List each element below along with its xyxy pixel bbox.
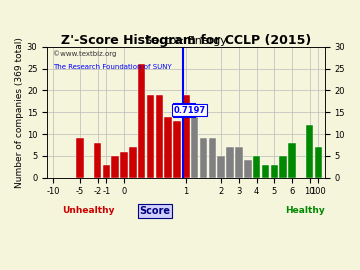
Bar [306, 125, 314, 178]
Bar [120, 151, 128, 178]
Bar [235, 147, 243, 178]
Text: Unhealthy: Unhealthy [62, 207, 115, 215]
Bar [217, 156, 225, 178]
Bar [138, 64, 145, 178]
Bar [112, 156, 119, 178]
Bar [165, 117, 172, 178]
Bar [129, 147, 136, 178]
Bar [103, 165, 110, 178]
Bar [270, 165, 278, 178]
Bar [147, 95, 154, 178]
Bar [173, 121, 181, 178]
Title: Z'-Score Histogram for CCLP (2015): Z'-Score Histogram for CCLP (2015) [61, 34, 311, 47]
Bar [262, 165, 269, 178]
Bar [226, 147, 234, 178]
Text: Sector: Energy: Sector: Energy [145, 36, 227, 46]
Bar [315, 147, 322, 178]
Bar [94, 143, 101, 178]
Text: Healthy: Healthy [285, 207, 325, 215]
Bar [244, 160, 252, 178]
Bar [182, 95, 190, 178]
Text: The Research Foundation of SUNY: The Research Foundation of SUNY [53, 64, 171, 70]
Text: ©www.textbiz.org: ©www.textbiz.org [53, 51, 116, 58]
Bar [200, 139, 207, 178]
Bar [253, 156, 260, 178]
Bar [288, 143, 296, 178]
Bar [76, 139, 84, 178]
Bar [279, 156, 287, 178]
Bar [156, 95, 163, 178]
Bar [191, 117, 198, 178]
Text: 0.7197: 0.7197 [174, 106, 206, 114]
Y-axis label: Number of companies (369 total): Number of companies (369 total) [15, 37, 24, 188]
Text: Score: Score [139, 207, 170, 217]
Bar [209, 139, 216, 178]
